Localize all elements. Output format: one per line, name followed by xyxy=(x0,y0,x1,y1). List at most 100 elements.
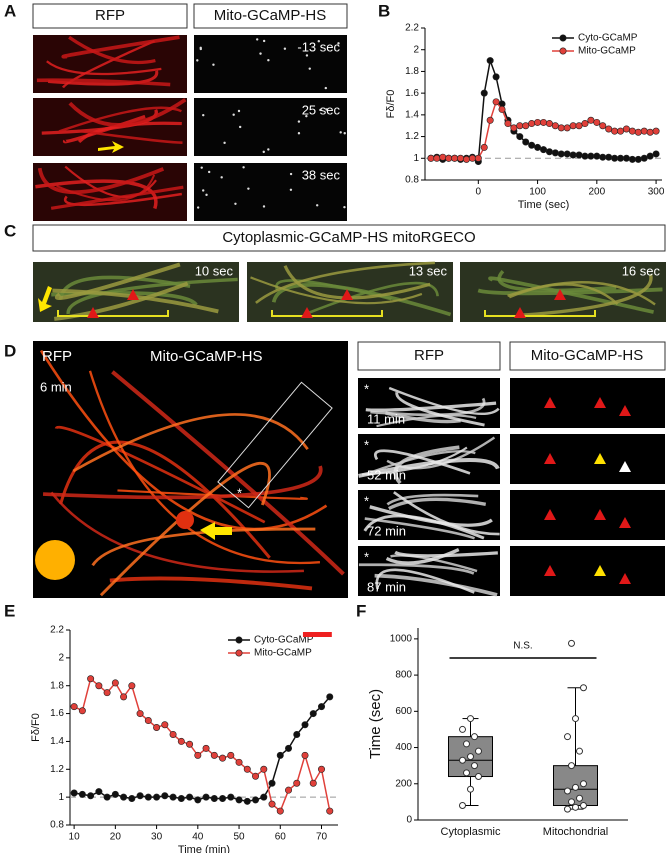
data-point xyxy=(260,765,268,773)
data-point xyxy=(219,754,227,762)
x-tick-label: 300 xyxy=(648,187,665,198)
micrograph xyxy=(510,378,665,428)
arrowhead xyxy=(619,405,631,416)
arrowhead xyxy=(301,307,313,318)
neurite xyxy=(375,568,475,594)
neurite xyxy=(386,493,479,506)
data-point xyxy=(120,693,128,701)
neurite xyxy=(46,60,162,76)
puncta xyxy=(212,63,215,66)
data-point xyxy=(480,143,488,151)
y-tick-label: 0.8 xyxy=(50,820,64,831)
data-point xyxy=(587,116,595,124)
data-point xyxy=(486,116,494,124)
data-point xyxy=(210,751,218,759)
data-point xyxy=(285,786,293,794)
data-point xyxy=(87,675,95,683)
data-point xyxy=(593,152,601,160)
data-point xyxy=(427,154,435,162)
asterisk: * xyxy=(364,549,369,564)
data-point xyxy=(186,793,194,801)
data-point xyxy=(169,793,177,801)
arrowhead xyxy=(594,565,606,576)
data-point xyxy=(580,802,587,810)
asterisk: * xyxy=(237,485,242,500)
data-point xyxy=(326,693,334,701)
data-point xyxy=(161,792,169,800)
time-label: 25 sec xyxy=(302,102,341,117)
y-axis-label: Time (sec) xyxy=(367,689,384,759)
data-point xyxy=(243,797,251,805)
y-tick-label: 1.8 xyxy=(50,680,64,691)
neurite xyxy=(36,78,171,87)
data-point xyxy=(568,798,575,806)
neurite xyxy=(283,265,431,300)
header: Mito-GCaMP-HS xyxy=(150,348,263,365)
puncta xyxy=(232,113,235,116)
data-point xyxy=(318,703,326,711)
y-tick-label: 2.2 xyxy=(405,23,419,34)
arrowhead xyxy=(594,453,606,464)
data-point xyxy=(457,154,465,162)
neurite xyxy=(393,445,460,485)
y-tick-label: 2.2 xyxy=(50,625,64,636)
data-point xyxy=(486,57,494,65)
data-point xyxy=(576,747,583,755)
micrograph xyxy=(510,434,665,484)
data-point xyxy=(640,127,648,135)
arrowhead xyxy=(544,397,556,408)
soma xyxy=(176,511,194,529)
x-axis-label: Time (sec) xyxy=(518,199,570,211)
data-point xyxy=(572,803,579,811)
neurite xyxy=(52,288,219,314)
puncta xyxy=(262,150,265,154)
data-point xyxy=(568,762,575,770)
puncta xyxy=(305,114,308,118)
neurite xyxy=(363,514,485,540)
puncta xyxy=(237,109,241,113)
neurite xyxy=(477,287,663,296)
data-point xyxy=(87,792,95,800)
arrowhead xyxy=(619,461,631,472)
data-point xyxy=(194,751,202,759)
arrowhead xyxy=(619,573,631,584)
legend-marker xyxy=(235,649,243,657)
data-point xyxy=(622,125,630,133)
roi-box xyxy=(217,381,333,509)
legend-label: Cyto-GCaMP xyxy=(578,33,638,44)
legend-marker xyxy=(559,34,567,42)
time-label: 16 sec xyxy=(622,263,661,278)
annotation: N.S. xyxy=(513,641,532,652)
puncta xyxy=(223,141,226,145)
data-point xyxy=(498,105,506,113)
neurite xyxy=(72,413,309,473)
time-label: 38 sec xyxy=(302,167,341,182)
data-point xyxy=(227,793,235,801)
data-point xyxy=(605,153,613,161)
arrowhead xyxy=(619,517,631,528)
y-tick-label: 800 xyxy=(395,670,412,681)
y-tick-label: 1.4 xyxy=(405,109,419,120)
arrowhead xyxy=(87,307,99,318)
data-point xyxy=(580,780,587,788)
data-point xyxy=(467,753,474,761)
data-point xyxy=(136,710,144,718)
data-point xyxy=(153,793,161,801)
y-tick-label: 1000 xyxy=(390,634,413,645)
legend-marker xyxy=(559,47,567,55)
data-point xyxy=(557,124,565,132)
data-point xyxy=(111,790,119,798)
data-point xyxy=(120,793,128,801)
micrograph xyxy=(510,490,665,540)
data-point xyxy=(474,154,482,162)
data-point xyxy=(459,802,466,810)
data-point xyxy=(227,751,235,759)
data-point xyxy=(285,744,293,752)
y-tick-label: 1.6 xyxy=(405,88,419,99)
x-tick-label: 50 xyxy=(233,832,245,843)
data-point xyxy=(459,756,466,764)
data-point xyxy=(463,740,470,748)
puncta xyxy=(238,125,242,129)
micrograph xyxy=(33,163,187,221)
data-point xyxy=(646,128,654,136)
